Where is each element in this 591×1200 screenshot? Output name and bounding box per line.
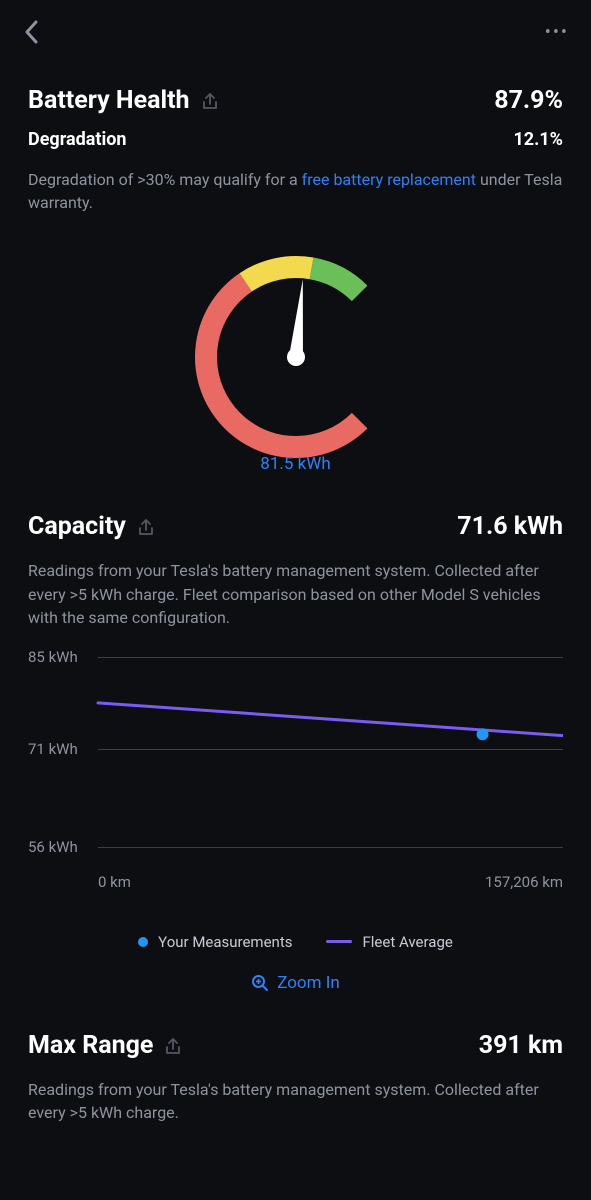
x-axis-end: 157,206 km bbox=[485, 873, 563, 891]
zoom-in-icon bbox=[251, 974, 269, 992]
degradation-label: Degradation bbox=[28, 129, 127, 150]
zoom-in-button[interactable]: Zoom In bbox=[28, 973, 563, 993]
max-range-value: 391 km bbox=[479, 1031, 563, 1060]
x-axis-start: 0 km bbox=[98, 873, 131, 891]
degradation-value: 12.1% bbox=[513, 129, 563, 150]
battery-health-value: 87.9% bbox=[494, 86, 563, 115]
legend-measurements: Your Measurements bbox=[158, 933, 292, 951]
back-button[interactable] bbox=[22, 18, 40, 46]
measurement-dot-icon bbox=[138, 937, 148, 947]
degradation-description: Degradation of >30% may qualify for a fr… bbox=[28, 168, 563, 214]
capacity-chart: 85 kWh71 kWh56 kWh 0 km 157,206 km bbox=[28, 657, 563, 891]
warranty-link[interactable]: free battery replacement bbox=[302, 170, 476, 189]
battery-health-title: Battery Health bbox=[28, 86, 190, 115]
share-icon[interactable] bbox=[165, 1038, 181, 1060]
capacity-title: Capacity bbox=[28, 512, 126, 541]
share-icon[interactable] bbox=[202, 93, 218, 115]
more-menu-icon[interactable]: ••• bbox=[545, 22, 569, 43]
max-range-title: Max Range bbox=[28, 1031, 153, 1060]
share-icon[interactable] bbox=[138, 519, 154, 541]
capacity-gauge bbox=[176, 242, 416, 462]
capacity-value: 71.6 kWh bbox=[457, 512, 563, 541]
zoom-in-label: Zoom In bbox=[277, 973, 340, 993]
gauge-center-label: 81.5 kWh bbox=[260, 454, 330, 474]
fleet-line-icon bbox=[326, 940, 352, 943]
max-range-description: Readings from your Tesla's battery manag… bbox=[28, 1078, 563, 1124]
capacity-description: Readings from your Tesla's battery manag… bbox=[28, 559, 563, 629]
legend-fleet: Fleet Average bbox=[362, 933, 452, 951]
chart-legend: Your Measurements Fleet Average bbox=[28, 933, 563, 951]
